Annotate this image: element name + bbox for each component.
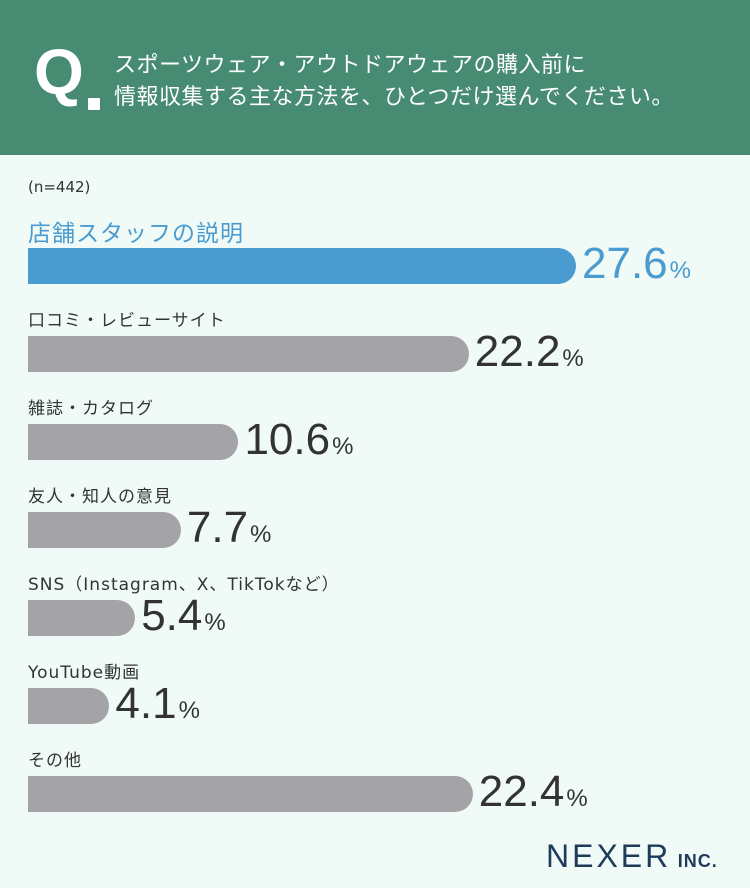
bar [28, 512, 181, 548]
value-number: 7.7 [186, 503, 249, 552]
question-text: スポーツウェア・アウトドアウェアの購入前に 情報収集する主な方法を、ひとつだけ選… [114, 50, 734, 114]
value-label: 7.7% [187, 506, 272, 550]
bar [28, 688, 110, 724]
bar [28, 336, 469, 372]
value-unit: % [566, 785, 588, 812]
question-line-1: スポーツウェア・アウトドアウェアの購入前に [114, 53, 587, 78]
bar [28, 424, 239, 460]
value-number: 27.6 [582, 239, 668, 288]
question-header: Q スポーツウェア・アウトドアウェアの購入前に 情報収集する主な方法を、ひとつだ… [0, 0, 750, 155]
value-label: 4.1% [115, 682, 200, 726]
value-number: 22.4 [478, 767, 565, 816]
category-label: 友人・知人の意見 [28, 487, 172, 507]
q-dot-icon [88, 98, 100, 110]
value-number: 5.4 [141, 591, 203, 640]
value-unit: % [332, 433, 354, 460]
value-label: 22.4% [479, 770, 588, 814]
logo-sub: INC. [677, 851, 718, 871]
bar [28, 600, 136, 636]
category-label: 店舗スタッフの説明 [28, 221, 244, 247]
value-unit: % [562, 345, 584, 372]
q-mark: Q [34, 36, 84, 108]
value-unit: % [204, 609, 226, 636]
bar [28, 248, 576, 284]
category-label: SNS（Instagram、X、TikTokなど） [28, 575, 340, 595]
bar-chart: 店舗スタッフの説明 27.6% 口コミ・レビューサイト 22.2% 雑誌・カタログ 10.… [0, 200, 750, 840]
question-line-2: 情報収集する主な方法を、ひとつだけ選んでください。 [114, 85, 674, 110]
value-number: 4.1 [115, 679, 177, 728]
logo-main: NEXER [546, 838, 672, 874]
value-label: 27.6% [582, 242, 691, 286]
value-number: 10.6 [244, 415, 331, 464]
sample-size: (n=442) [28, 178, 91, 196]
value-unit: % [250, 521, 272, 548]
company-logo: NEXER INC. [546, 838, 718, 875]
value-label: 5.4% [141, 594, 226, 638]
value-unit: % [669, 257, 691, 284]
value-label: 10.6% [244, 418, 353, 462]
category-label: YouTube動画 [28, 663, 141, 683]
value-label: 22.2% [475, 330, 584, 374]
bar [28, 776, 473, 812]
value-unit: % [178, 697, 200, 724]
category-label: 口コミ・レビューサイト [28, 311, 226, 331]
category-label: その他 [28, 751, 82, 771]
value-number: 22.2 [474, 327, 561, 376]
category-label: 雑誌・カタログ [28, 399, 154, 419]
